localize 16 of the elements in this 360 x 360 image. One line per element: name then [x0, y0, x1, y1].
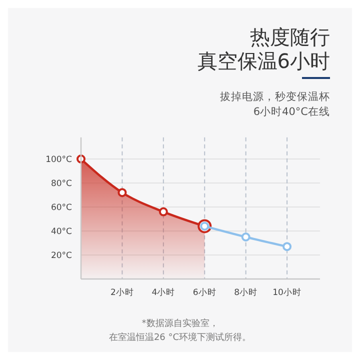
y-tick-label: 20°C: [50, 250, 72, 261]
x-tick-label: 2小时: [110, 287, 134, 298]
y-tick-label: 60°C: [50, 202, 72, 213]
x-tick-label: 10小时: [272, 287, 302, 298]
y-tick-label: 100°C: [46, 154, 72, 165]
x-tick-label: 8小时: [234, 287, 258, 298]
chart-title: 热度随行: [250, 25, 330, 49]
y-tick-label: 80°C: [50, 178, 72, 189]
y-tick-label: 40°C: [50, 226, 72, 237]
chart-subtitle: 真空保温6小时: [197, 49, 330, 73]
text: 拔掉电源，秒变保温杯: [220, 90, 330, 103]
text: 6小时40°C在线: [253, 105, 330, 118]
x-tick-label: 6小时: [192, 287, 216, 298]
text: *数据源自实验室，: [142, 318, 218, 329]
text: 在室温恒温26 °C环境下测试所得。: [108, 332, 252, 343]
x-tick-label: 4小时: [152, 287, 176, 298]
